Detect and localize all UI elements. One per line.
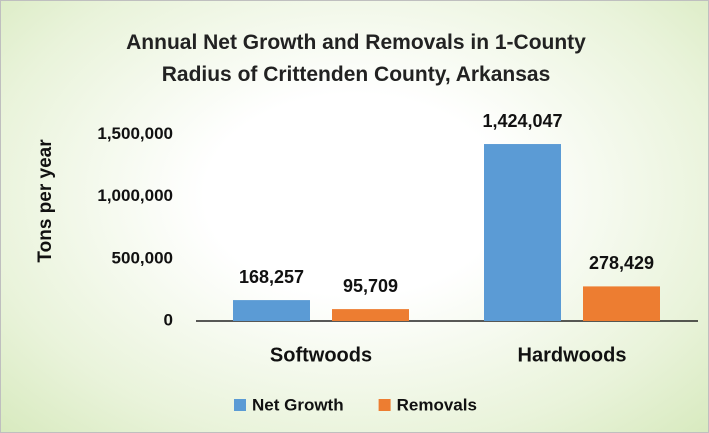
value-label: 278,429 (589, 253, 654, 273)
legend-label: Removals (397, 395, 477, 414)
legend-swatch (234, 399, 246, 411)
value-label: 1,424,047 (482, 111, 562, 131)
y-tick-label: 1,500,000 (97, 124, 173, 143)
bar (332, 309, 409, 321)
value-label: 95,709 (343, 276, 398, 296)
chart-title: Annual Net Growth and Removals in 1-Coun… (126, 31, 586, 86)
value-label: 168,257 (239, 267, 304, 287)
y-tick-label: 500,000 (112, 248, 173, 267)
legend-swatch (378, 399, 391, 411)
bar (233, 300, 310, 321)
y-axis-label: Tons per year (35, 139, 56, 263)
legend-label: Net Growth (252, 395, 344, 414)
x-tick-label: Hardwoods (518, 344, 627, 366)
y-tick-label: 1,000,000 (97, 186, 173, 205)
bar (583, 286, 660, 321)
y-tick-label: 0 (164, 310, 173, 329)
x-tick-label: Softwoods (270, 344, 372, 366)
bar (484, 144, 561, 321)
